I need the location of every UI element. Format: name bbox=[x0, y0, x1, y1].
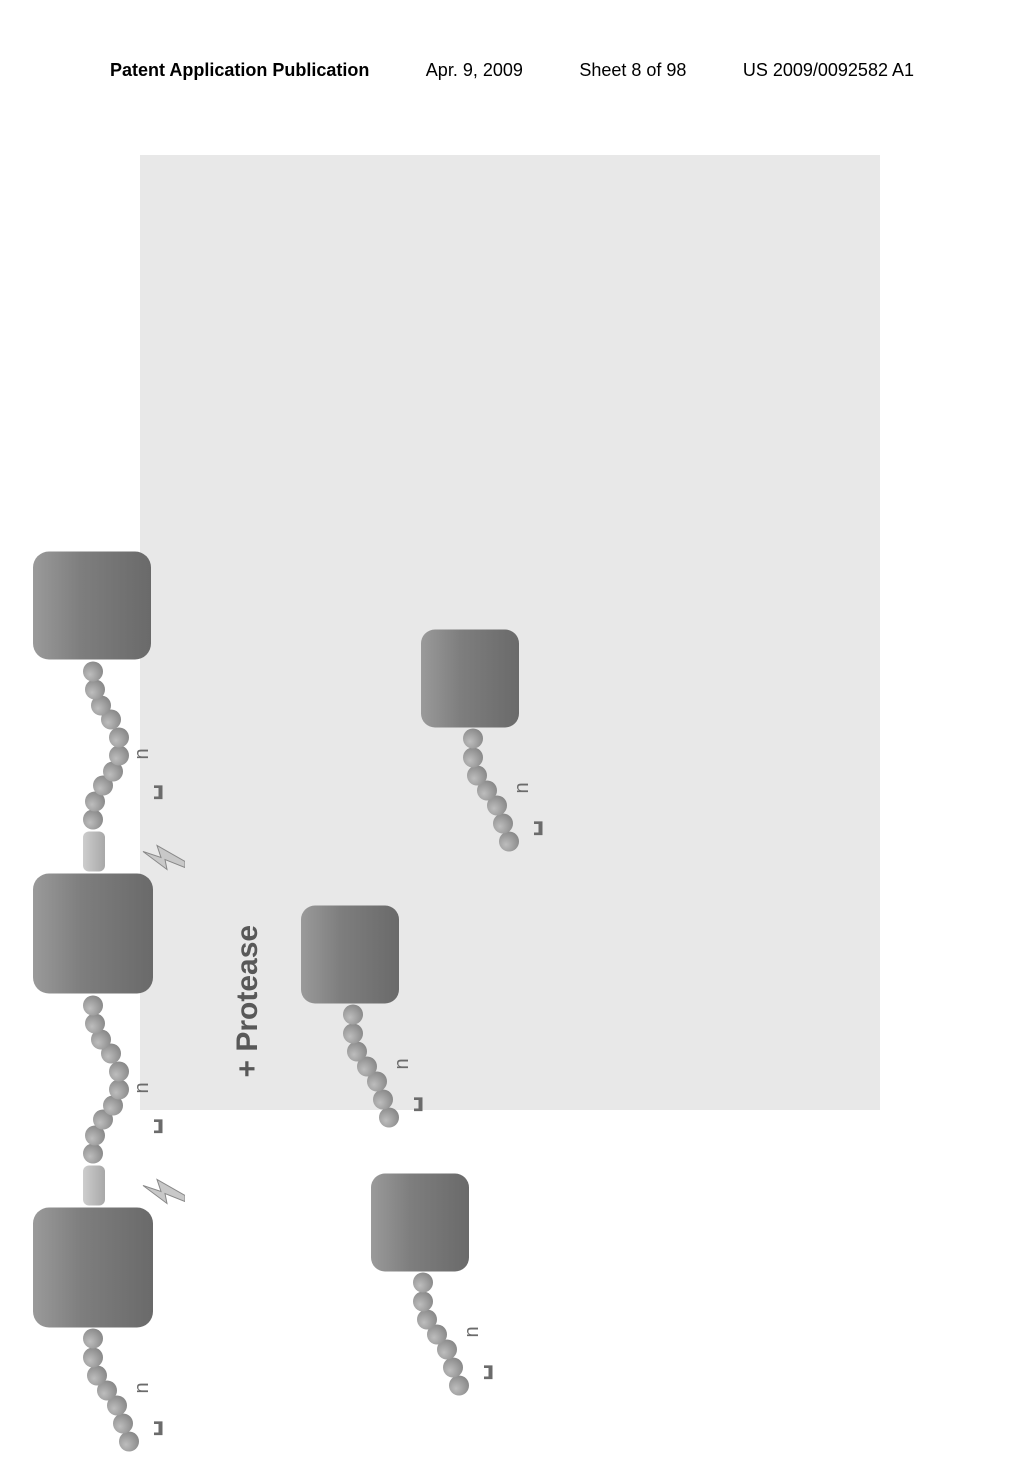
bead-icon bbox=[109, 745, 129, 765]
publication-number: US 2009/0092582 A1 bbox=[743, 60, 914, 81]
bead-icon bbox=[87, 1365, 107, 1385]
linker bbox=[83, 831, 105, 871]
n-label: n bbox=[131, 748, 154, 759]
bead-icon bbox=[83, 1328, 103, 1348]
sheet-number: Sheet 8 of 98 bbox=[579, 60, 686, 81]
protein-block bbox=[301, 905, 399, 1003]
figure-panel: Fig. 8: Protease sensitive multimeric mo… bbox=[140, 155, 880, 1110]
n-label: n bbox=[461, 1326, 484, 1337]
bead-icon bbox=[463, 747, 483, 767]
bead-icon bbox=[467, 765, 487, 785]
bead-icon bbox=[413, 1272, 433, 1292]
bead-icon bbox=[463, 728, 483, 748]
protein-block bbox=[371, 1173, 469, 1271]
n-label: n bbox=[511, 782, 534, 793]
brace-icon: ⎵ bbox=[368, 1097, 424, 1111]
page-header: Patent Application Publication Apr. 9, 2… bbox=[0, 60, 1024, 81]
n-label: n bbox=[391, 1058, 414, 1069]
protease-label: + Protease bbox=[231, 924, 265, 1077]
bead-icon bbox=[417, 1309, 437, 1329]
cleavage-bolt-icon bbox=[139, 1167, 185, 1207]
protein-block bbox=[33, 551, 151, 659]
n-label: n bbox=[131, 1082, 154, 1093]
cleavage-bolt-icon bbox=[139, 833, 185, 873]
publication-date: Apr. 9, 2009 bbox=[426, 60, 523, 81]
brace-icon: ⎵ bbox=[488, 821, 544, 835]
bead-icon bbox=[83, 1143, 103, 1163]
protein-block bbox=[33, 873, 153, 993]
bead-icon bbox=[413, 1291, 433, 1311]
brace-icon: ⎵ bbox=[108, 785, 164, 799]
bead-icon bbox=[109, 1079, 129, 1099]
diagram: ⎵ n ⎵ bbox=[33, 550, 543, 1455]
bead-icon bbox=[83, 1347, 103, 1367]
n-label: n bbox=[131, 1382, 154, 1393]
bead-icon bbox=[109, 1061, 129, 1081]
bead-icon bbox=[83, 809, 103, 829]
brace-icon: ⎵ bbox=[108, 1119, 164, 1133]
bead-icon bbox=[343, 1023, 363, 1043]
linker bbox=[83, 1165, 105, 1205]
bead-icon bbox=[347, 1041, 367, 1061]
bead-icon bbox=[83, 995, 103, 1015]
protein-block bbox=[33, 1207, 153, 1327]
bead-icon bbox=[83, 661, 103, 681]
bead-icon bbox=[85, 1013, 105, 1033]
publication-type: Patent Application Publication bbox=[110, 60, 369, 81]
bead-icon bbox=[343, 1004, 363, 1024]
protein-block bbox=[421, 629, 519, 727]
bead-icon bbox=[109, 727, 129, 747]
brace-icon: ⎵ bbox=[438, 1365, 494, 1379]
bead-icon bbox=[85, 679, 105, 699]
brace-icon: ⎵ bbox=[108, 1421, 164, 1435]
